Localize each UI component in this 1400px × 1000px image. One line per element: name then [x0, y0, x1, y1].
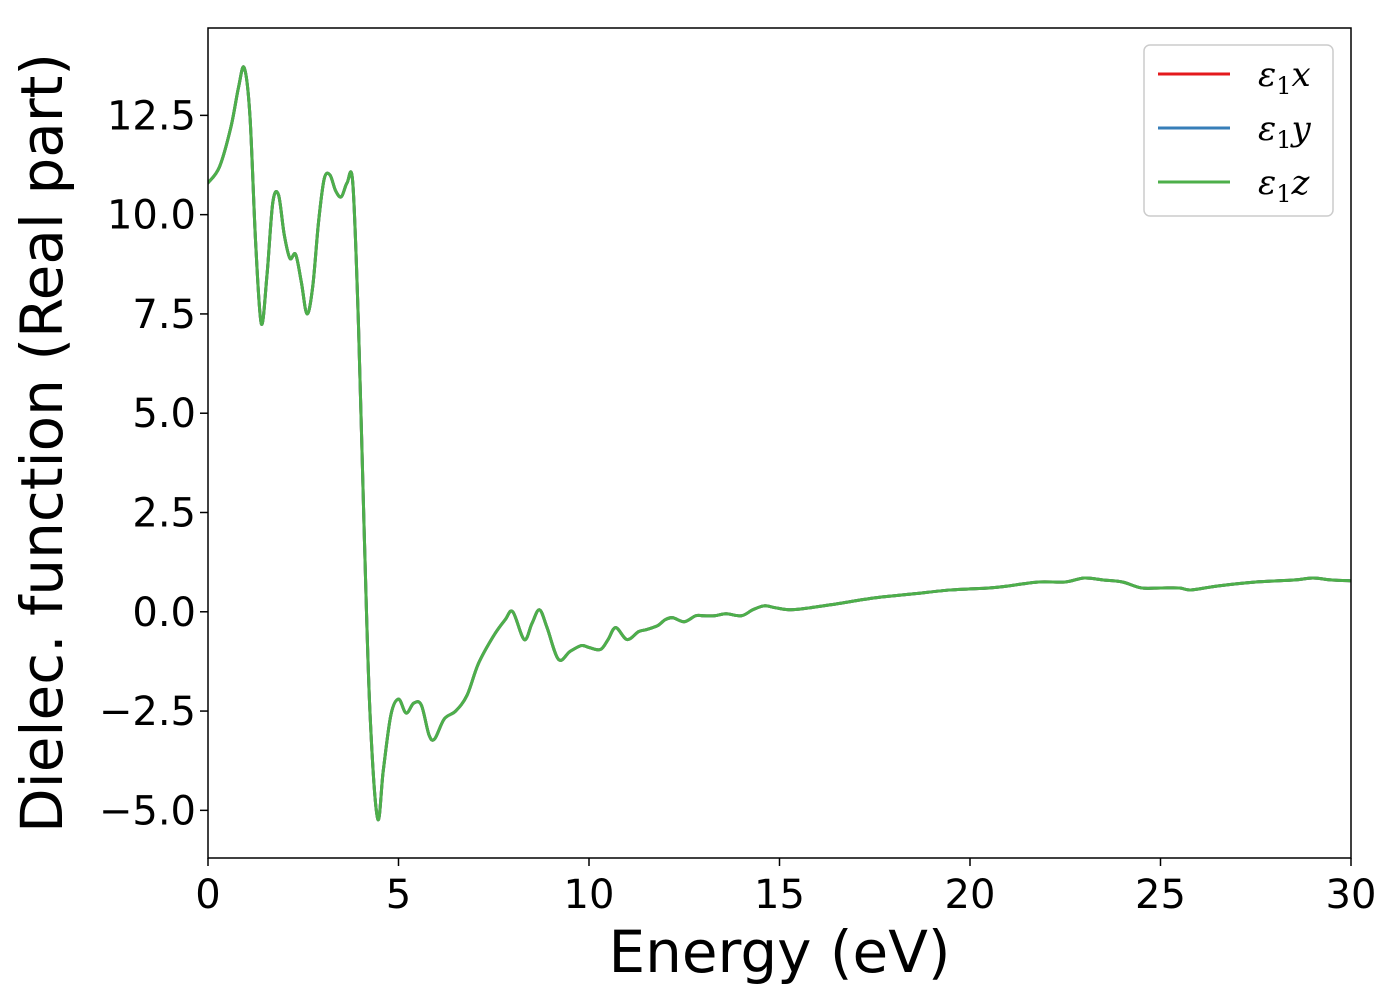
- legend: ε1x ε1y ε1z: [1143, 44, 1334, 217]
- legend-label-2: ε1y: [1258, 109, 1312, 154]
- y-axis: −5.0 −2.5 0.0 2.5 5.0 7.5 10.0 12.5: [99, 93, 208, 834]
- y-tick-label: −5.0: [99, 788, 196, 834]
- x-tick-label: 5: [386, 872, 411, 918]
- y-axis-label: Dielec. function (Real part): [8, 53, 76, 833]
- x-tick-label: 20: [945, 872, 996, 918]
- y-tick-label: 5.0: [132, 391, 196, 437]
- y-tick-label: 0.0: [132, 590, 196, 636]
- series-layer: [208, 65, 1351, 822]
- y-tick-label: 12.5: [107, 93, 196, 139]
- series-line-3: [208, 65, 1351, 822]
- legend-label-3: ε1z: [1258, 163, 1311, 208]
- y-tick-label: 10.0: [107, 193, 196, 239]
- y-tick-label: 2.5: [132, 490, 196, 536]
- x-tick-label: 15: [754, 872, 805, 918]
- x-axis-label: Energy (eV): [608, 918, 950, 986]
- y-tick-label: 7.5: [132, 292, 196, 338]
- y-tick-label: −2.5: [99, 689, 196, 735]
- x-tick-label: 25: [1135, 872, 1186, 918]
- x-axis: 0 5 10 15 20 25 30: [195, 858, 1376, 918]
- x-tick-label: 0: [195, 872, 220, 918]
- legend-label-1: ε1x: [1258, 55, 1311, 100]
- x-tick-label: 10: [564, 872, 615, 918]
- legend-box: [1143, 44, 1334, 217]
- x-tick-label: 30: [1326, 872, 1377, 918]
